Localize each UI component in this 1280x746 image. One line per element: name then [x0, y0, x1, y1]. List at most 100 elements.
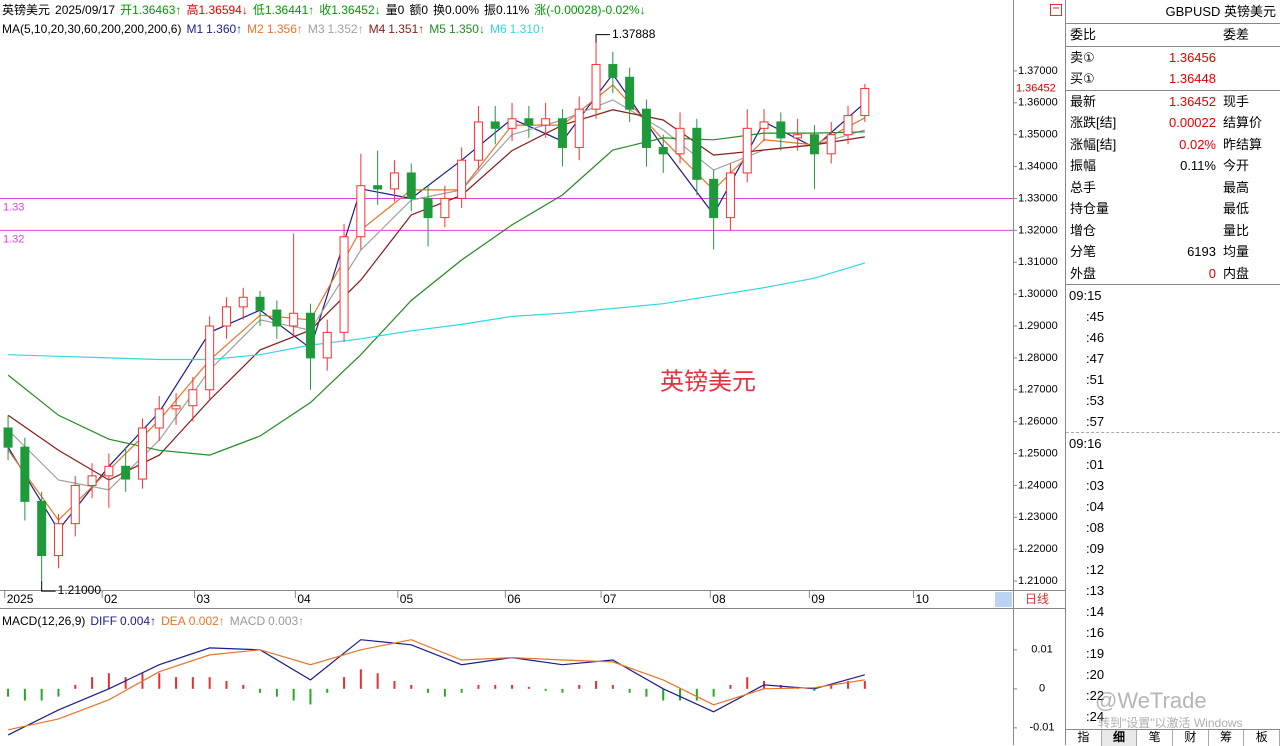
row-right-label: 昨结算 [1223, 136, 1263, 152]
tab[interactable]: 筹 [1209, 730, 1245, 746]
macd-bar [124, 677, 127, 689]
row-right-label: 最低 [1223, 201, 1250, 216]
panel-group: 委比 委差 [1066, 24, 1280, 47]
macd-bar [326, 688, 329, 693]
macd-bar [259, 688, 262, 693]
y-tick-label: 1.34000 [1018, 160, 1058, 172]
ma-value: 1.352↑ [327, 22, 364, 36]
ma-value: 1.351↑ [388, 22, 425, 36]
tab[interactable]: 财 [1173, 730, 1209, 746]
macd-bar [74, 684, 77, 689]
candle-body [373, 185, 383, 190]
row-label: 总手 [1070, 179, 1097, 195]
panel-row: 涨跌[结] 0.00022 结算价 [1066, 112, 1280, 134]
y-tick-label: 1.37000 [1018, 65, 1058, 77]
candle-body [826, 134, 836, 155]
row-label: 卖① [1070, 49, 1095, 65]
candle-body [608, 64, 618, 78]
tick-time: :53 [1086, 393, 1105, 408]
row-value: 1.36456 [1169, 49, 1216, 65]
candle-body [759, 121, 769, 129]
panel-row: 买① 1.36448 [1066, 68, 1280, 90]
tick-time: :47 [1086, 351, 1105, 366]
macd-bar [309, 688, 312, 705]
candle-body [339, 236, 349, 333]
y-tick-label: 1.25000 [1018, 447, 1058, 459]
macd-value: 0.004↑ [120, 614, 157, 628]
candle-body [255, 296, 265, 311]
quote-item: 振0.11% [484, 3, 530, 17]
row-value: 1.36452 [1169, 93, 1216, 109]
candle-body [742, 127, 752, 174]
candle-body [356, 185, 366, 238]
row-right-label: 最高 [1223, 179, 1250, 195]
quote-item: 量0 [385, 3, 405, 17]
period-label: 日线 [1025, 592, 1049, 606]
candle-body [238, 296, 248, 308]
quote-item: 英镑美元 [2, 3, 51, 17]
scroll-box[interactable] [995, 592, 1012, 607]
candle-body [473, 121, 483, 161]
tab-bar: 指细笔财筹板 [1066, 729, 1280, 746]
macd-bar [107, 673, 110, 689]
candle-body [221, 306, 231, 327]
macd-bar [57, 688, 60, 697]
window-icon[interactable] [1050, 4, 1062, 16]
row-label: 持仓量 [1070, 201, 1110, 216]
tab[interactable]: 板 [1244, 730, 1280, 746]
candle-body [20, 446, 30, 502]
candle-body [490, 121, 500, 129]
extreme-label: 1.21000 [58, 583, 102, 597]
tick-time: :51 [1086, 372, 1105, 387]
tick-time: :14 [1086, 604, 1105, 619]
row-label: 分笔 [1070, 244, 1097, 259]
level-label: 1.33 [3, 201, 24, 213]
macd-value: 0.002↑ [188, 614, 225, 628]
ma-value: 1.356↑ [266, 22, 303, 36]
row-label: 涨跌[结] [1070, 115, 1117, 130]
y-tick-label: 1.32000 [1018, 224, 1058, 236]
tab[interactable]: 细 [1101, 730, 1138, 746]
quote-item: 高1.36594↓ [186, 3, 248, 17]
row-label: 振幅 [1070, 158, 1097, 173]
macd-y-tick-label: -0.01 [1029, 722, 1054, 734]
activation-notice: 转到"设置"以激活 Windows [1098, 716, 1243, 730]
macd-bar [595, 681, 598, 689]
macd-bar [511, 684, 514, 689]
tick-time: :03 [1086, 478, 1105, 493]
candle-body [692, 127, 702, 180]
candle-body [541, 118, 551, 126]
candle-body [709, 178, 719, 219]
candle-body [389, 172, 399, 190]
macd-bar [91, 677, 94, 689]
x-tick-label: 03 [197, 592, 211, 606]
candle-body [557, 118, 567, 148]
tick-time: :20 [1086, 667, 1105, 682]
y-tick-label: 1.35000 [1018, 129, 1058, 141]
candle-body [625, 76, 635, 110]
tick-time: :46 [1086, 330, 1105, 345]
macd-legend: DEA 0.002↑ [161, 614, 225, 628]
tab[interactable]: 笔 [1137, 730, 1174, 746]
panel-row: 总手 最高 [1066, 177, 1280, 199]
row-label: 增仓 [1070, 222, 1097, 238]
tab[interactable]: 指 [1066, 730, 1102, 746]
macd-value: 0.003↑ [268, 614, 305, 628]
macd-bar [679, 688, 682, 701]
candle-body [725, 172, 735, 219]
row-value: 0 [1208, 265, 1216, 281]
candle-body [641, 108, 651, 148]
row-right-label: 内盘 [1223, 265, 1250, 281]
y-tick-label: 1.22000 [1018, 543, 1058, 555]
macd-y-tick-label: 0.01 [1031, 644, 1052, 656]
tick-time: :19 [1086, 646, 1105, 661]
macd-bar [712, 688, 715, 697]
macd-bar [847, 681, 850, 689]
ma-title: MA(5,10,20,30,60,200,200,200,6) [2, 22, 182, 36]
tick-time: :01 [1086, 457, 1105, 472]
ma-name: M2 [247, 22, 264, 36]
macd-bar [376, 673, 379, 689]
macd-header: MACD(12,26,9) DIFF 0.004↑ DEA 0.002↑ MACD 0.00… [2, 613, 309, 629]
macd-bar [729, 684, 732, 689]
